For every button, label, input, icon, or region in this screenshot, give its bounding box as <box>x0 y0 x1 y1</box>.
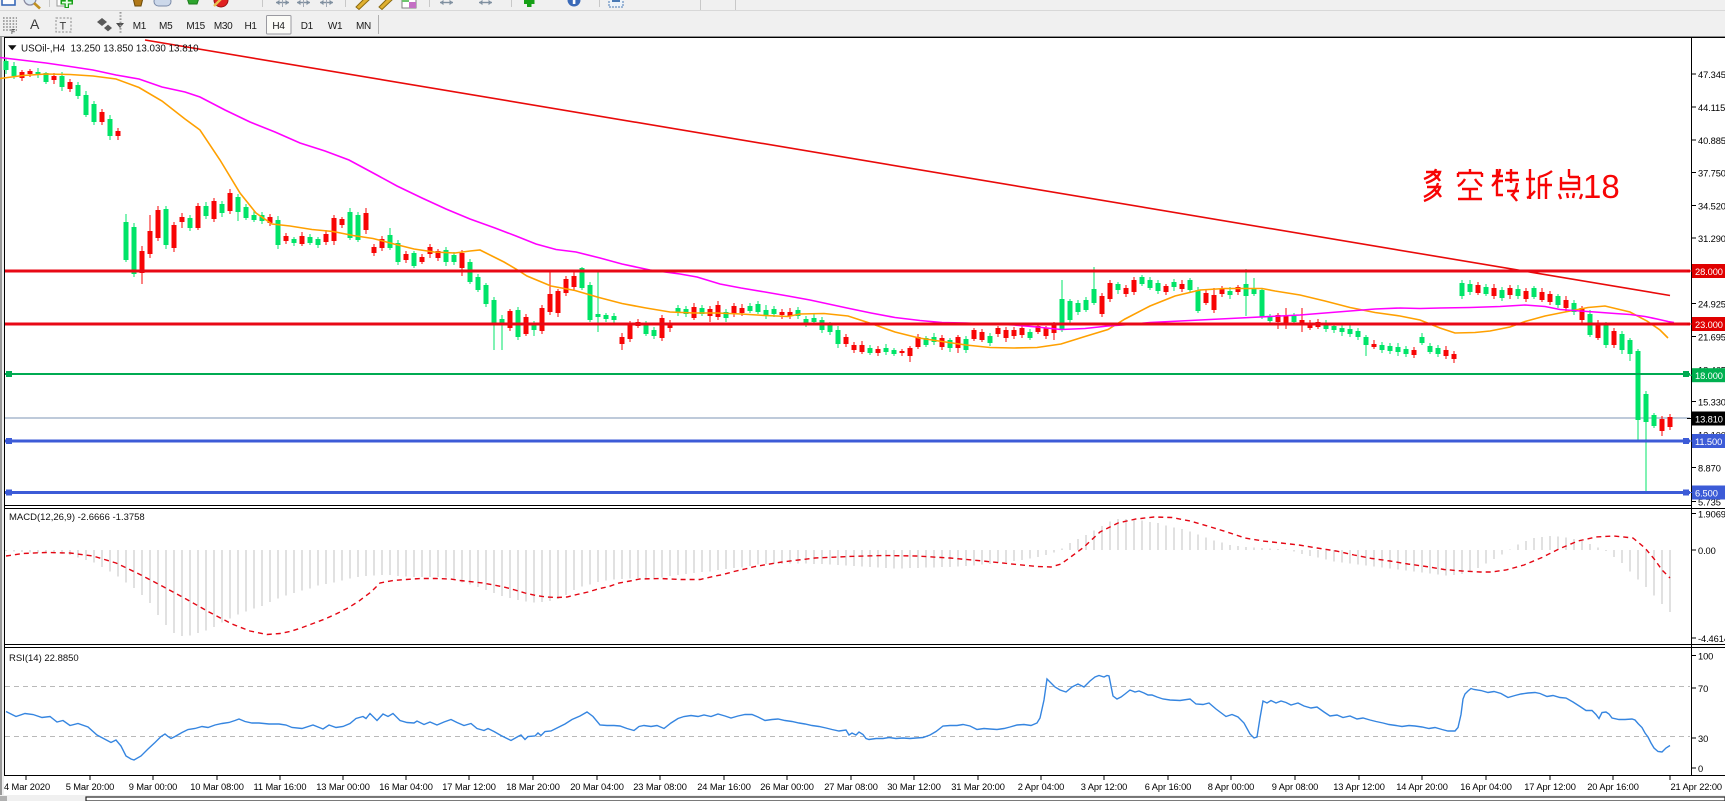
svg-text:24.925: 24.925 <box>1698 300 1725 310</box>
svg-text:26 Mar 00:00: 26 Mar 00:00 <box>760 782 814 792</box>
svg-text:18 Mar 20:00: 18 Mar 20:00 <box>506 782 560 792</box>
svg-text:D1: D1 <box>301 21 314 32</box>
svg-text:21 Apr 22:00: 21 Apr 22:00 <box>1670 782 1722 792</box>
svg-text:MACD(12,26,9) -2.6666 -1.3758: MACD(12,26,9) -2.6666 -1.3758 <box>9 512 145 523</box>
svg-text:15.330: 15.330 <box>1698 398 1725 408</box>
svg-text:20 Apr 16:00: 20 Apr 16:00 <box>1587 782 1639 792</box>
svg-text:USOil-,H4 13.250 13.850 13.03: USOil-,H4 13.250 13.850 13.030 13.810 <box>21 43 199 54</box>
svg-text:2 Apr 04:00: 2 Apr 04:00 <box>1018 782 1064 792</box>
svg-text:28.000: 28.000 <box>1695 267 1723 277</box>
svg-text:M30: M30 <box>214 21 233 32</box>
svg-text:18.000: 18.000 <box>1695 371 1723 381</box>
svg-text:34.520: 34.520 <box>1698 202 1725 212</box>
svg-text:37.750: 37.750 <box>1698 169 1725 179</box>
svg-text:18: 18 <box>1583 168 1620 205</box>
svg-text:44.115: 44.115 <box>1698 103 1725 113</box>
svg-text:6 Apr 16:00: 6 Apr 16:00 <box>1145 782 1191 792</box>
svg-text:11 Mar 16:00: 11 Mar 16:00 <box>254 782 307 792</box>
svg-text:8 Apr 00:00: 8 Apr 00:00 <box>1208 782 1254 792</box>
svg-text:1.9069: 1.9069 <box>1698 510 1725 520</box>
svg-text:9 Apr 08:00: 9 Apr 08:00 <box>1272 782 1318 792</box>
svg-text:10 Mar 08:00: 10 Mar 08:00 <box>190 782 244 792</box>
svg-text:23.000: 23.000 <box>1695 320 1723 330</box>
svg-text:14 Apr 20:00: 14 Apr 20:00 <box>1396 782 1448 792</box>
svg-text:A: A <box>30 16 40 32</box>
svg-text:5 Mar 20:00: 5 Mar 20:00 <box>66 782 115 792</box>
svg-text:17 Mar 12:00: 17 Mar 12:00 <box>442 782 496 792</box>
svg-text:6.500: 6.500 <box>1695 489 1718 499</box>
svg-text:16 Mar 04:00: 16 Mar 04:00 <box>379 782 433 792</box>
svg-text:100: 100 <box>1698 652 1713 662</box>
svg-text:70: 70 <box>1698 684 1708 694</box>
svg-text:11.500: 11.500 <box>1695 437 1722 447</box>
svg-text:H1: H1 <box>245 21 258 32</box>
svg-text:RSI(14) 22.8850: RSI(14) 22.8850 <box>9 653 79 664</box>
svg-text:47.345: 47.345 <box>1698 70 1725 80</box>
svg-text:5.735: 5.735 <box>1698 498 1721 508</box>
svg-text:8.870: 8.870 <box>1698 464 1721 474</box>
svg-text:0: 0 <box>1698 764 1703 774</box>
svg-text:-4.4614: -4.4614 <box>1698 634 1725 644</box>
svg-text:30: 30 <box>1698 734 1708 744</box>
svg-text:40.885: 40.885 <box>1698 136 1725 146</box>
svg-text:20 Mar 04:00: 20 Mar 04:00 <box>570 782 624 792</box>
svg-text:4 Mar 2020: 4 Mar 2020 <box>4 782 50 792</box>
svg-text:MN: MN <box>356 21 371 32</box>
svg-text:F: F <box>11 29 15 36</box>
svg-text:21.695: 21.695 <box>1698 333 1725 343</box>
svg-text:M5: M5 <box>159 21 173 32</box>
svg-text:13 Apr 12:00: 13 Apr 12:00 <box>1333 782 1385 792</box>
svg-text:9 Mar 00:00: 9 Mar 00:00 <box>129 782 178 792</box>
svg-text:27 Mar 08:00: 27 Mar 08:00 <box>824 782 878 792</box>
svg-text:0.00: 0.00 <box>1698 546 1716 556</box>
svg-text:13.810: 13.810 <box>1695 415 1723 425</box>
svg-text:W1: W1 <box>328 21 343 32</box>
svg-text:3 Apr 12:00: 3 Apr 12:00 <box>1081 782 1127 792</box>
svg-text:31 Mar 20:00: 31 Mar 20:00 <box>951 782 1005 792</box>
svg-text:M1: M1 <box>133 21 147 32</box>
svg-text:13 Mar 00:00: 13 Mar 00:00 <box>316 782 370 792</box>
svg-text:30 Mar 12:00: 30 Mar 12:00 <box>887 782 941 792</box>
svg-text:16 Apr 04:00: 16 Apr 04:00 <box>1460 782 1512 792</box>
svg-text:M15: M15 <box>186 21 205 32</box>
svg-text:24 Mar 16:00: 24 Mar 16:00 <box>697 782 751 792</box>
svg-text:H4: H4 <box>272 21 285 32</box>
svg-text:23 Mar 08:00: 23 Mar 08:00 <box>633 782 687 792</box>
svg-text:T: T <box>60 21 67 33</box>
svg-text:17 Apr 12:00: 17 Apr 12:00 <box>1524 782 1576 792</box>
svg-text:31.290: 31.290 <box>1698 234 1725 244</box>
